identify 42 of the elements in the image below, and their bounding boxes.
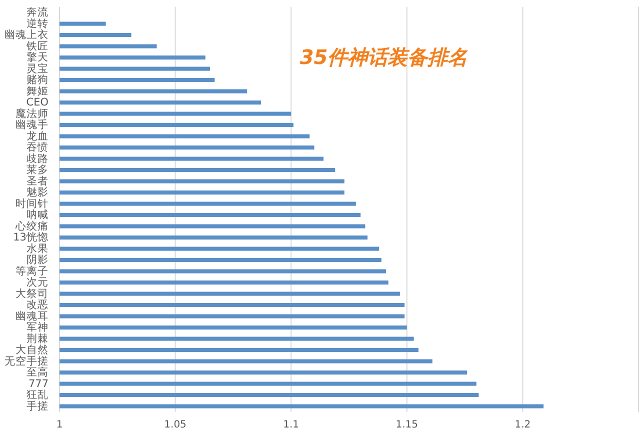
text: 35件神话装备排名 bbox=[300, 45, 469, 69]
y-tick-label: 改恶 bbox=[26, 299, 48, 312]
y-tick-label: 阴影 bbox=[26, 254, 48, 266]
y-tick-label: 大祭司 bbox=[16, 286, 48, 300]
y-tick-label: CEO bbox=[26, 96, 48, 109]
y-tick-label: 等离子 bbox=[16, 264, 48, 278]
x-tick-label: 1 bbox=[56, 420, 63, 430]
x-tick-label: 1.05 bbox=[164, 420, 186, 430]
y-tick-label: 军神 bbox=[26, 320, 48, 334]
x-tick-label: 1.15 bbox=[396, 420, 418, 430]
y-tick-label: 次元 bbox=[26, 276, 48, 289]
y-tick-label: 手搓 bbox=[26, 399, 48, 412]
y-tick-label: 至高 bbox=[26, 366, 48, 379]
y-tick-label: 赌狗 bbox=[26, 73, 48, 86]
y-tick-label: 幽魂手 bbox=[16, 118, 48, 132]
y-tick-label: 777 bbox=[28, 378, 48, 390]
y-tick-label: 擎天 bbox=[26, 52, 48, 64]
y-tick-label: 奔流 bbox=[26, 6, 48, 19]
y-tick-label: 舞姬 bbox=[26, 85, 48, 98]
y-tick-label: 歧路 bbox=[26, 152, 48, 165]
y-tick-label: 幽魂上衣 bbox=[4, 28, 48, 42]
y-tick-label: 魅影 bbox=[26, 186, 48, 199]
y-tick-label: 灵宝 bbox=[26, 62, 48, 75]
y-tick-label: 圣者 bbox=[26, 174, 48, 188]
y-tick-label: 魔法师 bbox=[16, 106, 48, 120]
y-tick-label: 逆转 bbox=[26, 16, 48, 30]
y-tick-label: 吞愤 bbox=[26, 140, 48, 154]
y-tick-label: 大自然 bbox=[16, 343, 48, 356]
y-tick-label: 无空手搓 bbox=[4, 354, 48, 368]
x-tick-label: 1.1 bbox=[283, 420, 300, 430]
y-tick-label: 13恍惚 bbox=[13, 230, 48, 244]
y-tick-label: 龙血 bbox=[26, 129, 48, 142]
y-tick-label: 荆棘 bbox=[26, 332, 48, 345]
y-tick-label: 时间针 bbox=[16, 196, 48, 210]
y-tick-label: 水果 bbox=[26, 242, 48, 255]
y-tick-label: 心绞痛 bbox=[14, 219, 48, 232]
x-tick-label: 1.2 bbox=[514, 420, 531, 430]
y-tick-label: 狂乱 bbox=[26, 389, 48, 402]
y-tick-label: 呐喊 bbox=[26, 208, 48, 222]
y-tick-label: 铁匠 bbox=[26, 40, 48, 52]
y-tick-label: 幽魂耳 bbox=[16, 309, 48, 322]
y-tick-label: 莱多 bbox=[26, 163, 48, 176]
